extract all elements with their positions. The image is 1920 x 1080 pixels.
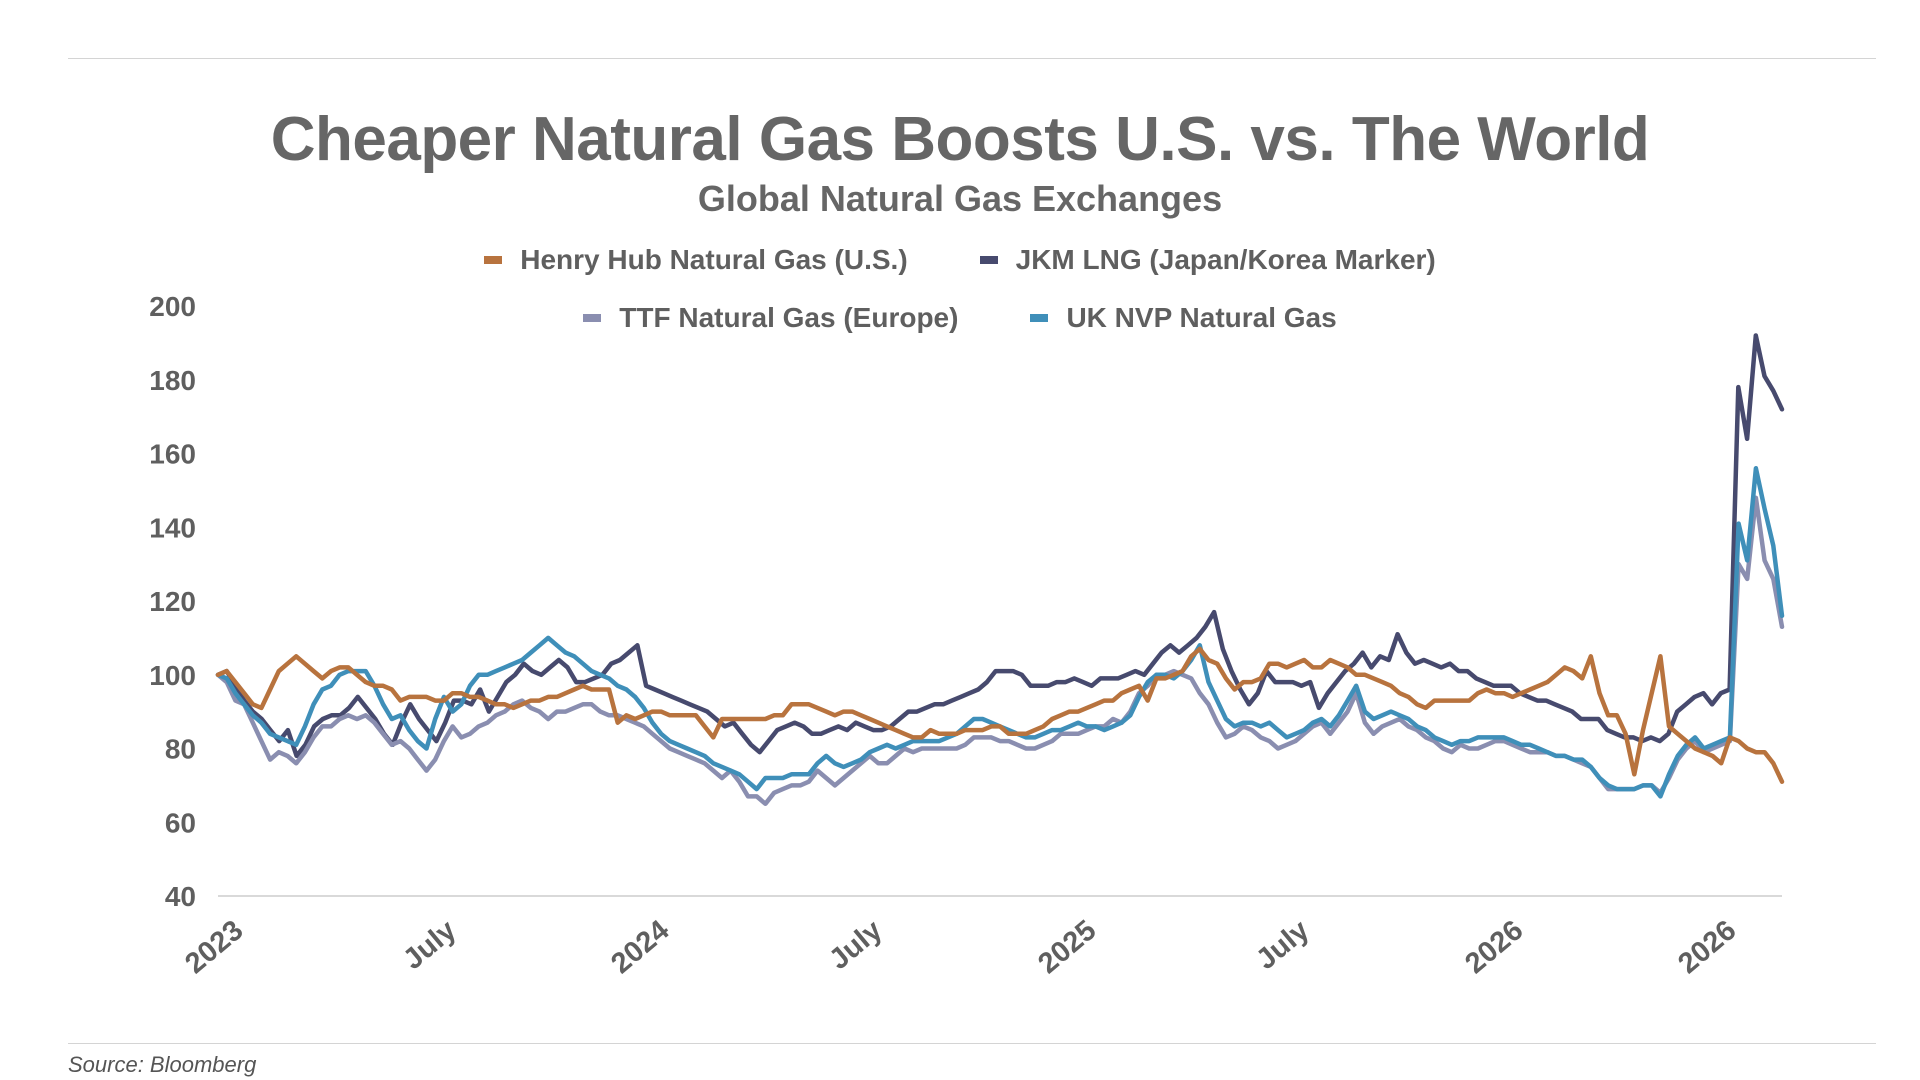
legend-label-henry-hub: Henry Hub Natural Gas (U.S.) (520, 244, 908, 275)
source-note: Source: Bloomberg (68, 1052, 257, 1077)
legend-item-uk-nvp: UK NVP Natural Gas (1030, 302, 1337, 334)
legend-swatch-henry-hub (484, 256, 503, 264)
y-tick-label: 200 (149, 291, 196, 322)
x-tick-label: 2024 (605, 914, 675, 980)
bottom-divider (68, 1043, 1876, 1044)
y-tick-label: 160 (149, 439, 196, 470)
legend-swatch-ttf (583, 314, 602, 322)
legend-row-1: Henry Hub Natural Gas (U.S.) JKM LNG (Ja… (0, 244, 1920, 276)
series-lines (215, 333, 1785, 807)
y-tick-label: 180 (149, 365, 196, 396)
y-axis-ticks: 40 60 80 100 120 140 160 180 200 (149, 291, 196, 912)
legend-item-jkm: JKM LNG (Japan/Korea Marker) (979, 244, 1436, 276)
x-tick-label: 2023 (179, 914, 249, 980)
series-line-ttf-natural-gas-europe (215, 495, 1785, 807)
top-divider (68, 58, 1876, 59)
x-tick-label: July (823, 914, 888, 976)
y-tick-label: 100 (149, 660, 196, 691)
legend-item-ttf: TTF Natural Gas (Europe) (583, 302, 958, 334)
y-tick-label: 80 (165, 734, 196, 765)
x-tick-label: July (1250, 914, 1315, 976)
y-tick-label: 140 (149, 512, 196, 543)
y-tick-label: 120 (149, 586, 196, 617)
legend-label-jkm: JKM LNG (Japan/Korea Marker) (1015, 244, 1436, 275)
y-tick-label: 60 (165, 807, 196, 838)
series-line-uk-nvp-natural-gas (215, 466, 1785, 799)
chart-subtitle: Global Natural Gas Exchanges (697, 178, 1223, 219)
legend-label-uk-nvp: UK NVP Natural Gas (1066, 302, 1337, 333)
series-line-henry-hub-natural-gas-u-s (215, 646, 1785, 784)
legend-label-ttf: TTF Natural Gas (Europe) (619, 302, 959, 333)
legend-row-2: TTF Natural Gas (Europe) UK NVP Natural … (0, 302, 1920, 334)
legend-swatch-jkm (979, 256, 998, 264)
legend-swatch-uk-nvp (1030, 314, 1049, 322)
chart-title: Cheaper Natural Gas Boosts U.S. vs. The … (270, 105, 1650, 174)
x-tick-label: July (397, 914, 462, 976)
x-tick-label: 2026 (1672, 914, 1742, 980)
x-axis-ticks: 2023 July 2024 July 2025 July 2026 2026 (179, 914, 1742, 980)
x-tick-label: 2026 (1459, 914, 1529, 980)
legend-item-henry-hub: Henry Hub Natural Gas (U.S.) (484, 244, 908, 276)
x-tick-label: 2025 (1032, 914, 1102, 980)
y-tick-label: 40 (165, 881, 196, 912)
